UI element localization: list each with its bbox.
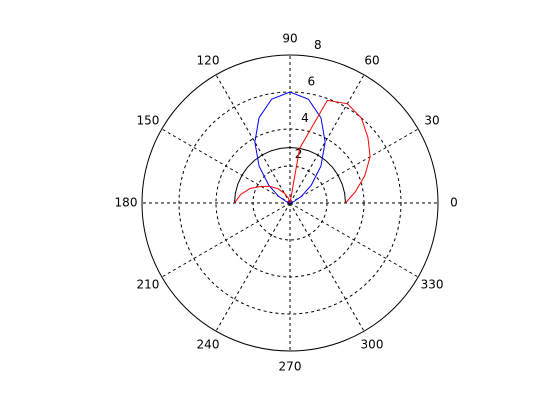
- angle-label: 180: [115, 196, 138, 210]
- angle-label: 240: [197, 338, 220, 352]
- angle-label: 60: [364, 53, 379, 67]
- angle-label: 270: [279, 360, 302, 374]
- polar-line: [234, 99, 371, 204]
- grid-spoke: [289, 202, 419, 278]
- radial-label: 8: [314, 38, 322, 52]
- grid-spoke: [161, 128, 291, 204]
- angle-label: 300: [361, 338, 384, 352]
- polar-line: [234, 146, 346, 204]
- angle-label: 0: [450, 196, 458, 210]
- grid-spoke: [161, 202, 291, 278]
- grid-spoke: [215, 202, 291, 332]
- polar-line: [254, 91, 326, 204]
- angle-label: 150: [137, 114, 160, 128]
- radial-label: 6: [308, 74, 316, 88]
- radial-label: 4: [301, 111, 309, 125]
- grid-spoke: [289, 128, 419, 204]
- grid-spoke: [289, 202, 365, 332]
- angle-label: 30: [424, 114, 439, 128]
- grid-spoke: [289, 74, 365, 204]
- angle-label: 210: [137, 278, 160, 292]
- outer-circle: [141, 54, 439, 352]
- angle-label: 90: [282, 32, 297, 46]
- angle-label: 330: [421, 278, 444, 292]
- angle-label: 120: [197, 53, 220, 67]
- grid-spoke: [215, 74, 291, 204]
